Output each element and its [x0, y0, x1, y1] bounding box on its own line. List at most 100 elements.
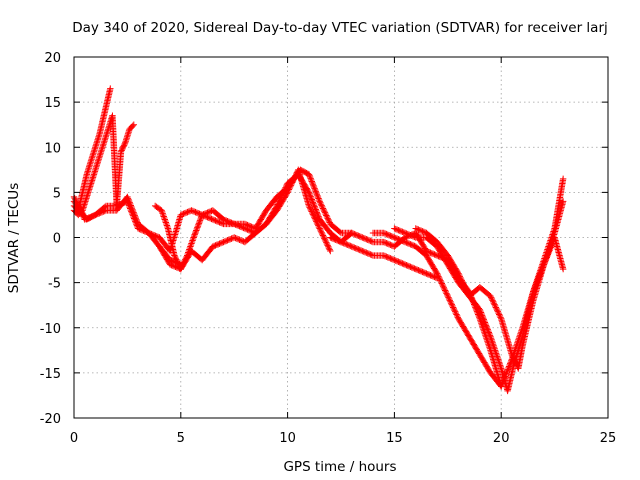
data-point: [308, 178, 315, 185]
data-point: [201, 210, 209, 218]
data-point: [411, 265, 418, 272]
data-point: [489, 298, 497, 306]
data-point: [490, 300, 498, 307]
data-point: [487, 335, 495, 342]
data-point: [193, 225, 201, 233]
data-point: [492, 304, 500, 311]
data-point: [462, 285, 470, 293]
data-point: [161, 216, 168, 223]
data-point: [545, 248, 553, 255]
data-point: [548, 242, 555, 250]
data-point: [363, 249, 370, 256]
data-point: [495, 357, 502, 365]
data-point: [162, 217, 169, 225]
data-point: [457, 274, 464, 282]
data-point: [419, 228, 426, 235]
x-tick-label: 25: [600, 431, 617, 446]
data-point: [231, 220, 238, 228]
data-point: [454, 269, 461, 276]
data-point: [445, 294, 452, 301]
x-axis-title: GPS time / hours: [283, 459, 396, 475]
data-point: [81, 216, 88, 223]
data-point: [399, 237, 406, 245]
data-point: [317, 228, 325, 235]
data-point: [447, 298, 454, 306]
data-point: [490, 342, 497, 349]
data-point: [431, 273, 438, 281]
data-point: [480, 316, 487, 323]
data-point: [355, 246, 362, 253]
data-point: [384, 254, 391, 261]
data-point: [194, 210, 202, 217]
data-point: [127, 200, 134, 208]
data-point: [431, 251, 438, 258]
data-point: [383, 230, 390, 238]
data-point: [357, 233, 365, 241]
data-point: [173, 256, 180, 263]
data-point: [461, 284, 469, 291]
data-point: [74, 202, 82, 209]
data-point: [489, 297, 496, 304]
data-point: [130, 121, 138, 128]
data-point: [309, 199, 317, 206]
data-point: [509, 354, 517, 361]
data-point: [495, 359, 503, 366]
data-point: [455, 270, 462, 277]
data-point: [433, 270, 441, 277]
data-point: [427, 249, 434, 256]
data-point: [149, 231, 156, 238]
data-point: [357, 247, 365, 254]
data-point: [289, 177, 297, 185]
data-point: [186, 244, 194, 252]
series-2: [70, 112, 138, 219]
data-point: [397, 259, 405, 267]
data-point: [487, 294, 495, 301]
data-point: [393, 257, 401, 265]
data-point: [383, 253, 390, 260]
data-point: [97, 209, 104, 216]
data-point: [481, 317, 488, 325]
data-point: [348, 229, 355, 237]
data-point: [317, 199, 324, 207]
data-point: [125, 197, 133, 205]
data-point: [454, 314, 462, 321]
data-point: [313, 191, 321, 198]
data-point: [495, 311, 503, 318]
data-point: [416, 267, 423, 274]
data-point: [385, 254, 393, 262]
data-point: [163, 222, 171, 229]
data-point: [185, 208, 193, 215]
data-point: [495, 309, 502, 317]
data-point: [443, 290, 450, 297]
data-point: [320, 206, 327, 214]
data-point: [306, 173, 314, 181]
x-tick-label: 20: [493, 431, 510, 446]
data-point: [129, 206, 136, 213]
data-point: [409, 242, 417, 249]
data-point: [549, 229, 557, 237]
data-point: [323, 239, 330, 246]
series-6: [156, 166, 334, 273]
data-point: [389, 233, 397, 241]
data-point: [486, 332, 494, 339]
data-point: [393, 235, 401, 242]
data-point: [544, 251, 552, 258]
data-point: [420, 228, 427, 236]
data-point: [333, 237, 341, 244]
x-tick-label: 5: [177, 431, 185, 446]
data-point: [392, 257, 399, 264]
data-point: [352, 231, 359, 238]
data-point: [349, 243, 357, 251]
data-point: [487, 292, 494, 300]
y-tick-label: 15: [44, 96, 61, 111]
data-point: [161, 214, 168, 222]
data-point: [445, 295, 453, 303]
data-point: [550, 226, 558, 234]
data-point: [233, 235, 241, 242]
data-point: [180, 210, 187, 218]
y-tick-label: 5: [53, 186, 61, 201]
data-point: [235, 235, 242, 243]
data-point: [491, 302, 499, 310]
